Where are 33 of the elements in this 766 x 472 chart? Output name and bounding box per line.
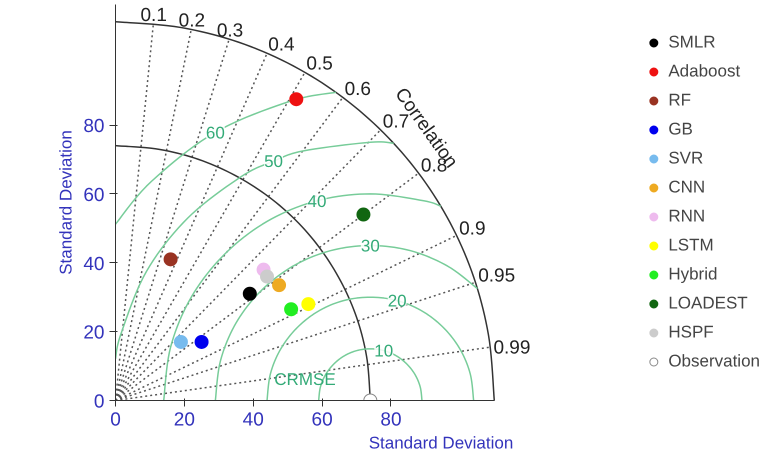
- legend-label: SVR: [668, 148, 704, 170]
- legend-label: LSTM: [668, 234, 714, 256]
- y-axis-title: Standard Deviation: [56, 130, 76, 275]
- legend-label: RF: [668, 90, 691, 112]
- y-tick-label: 0: [94, 392, 105, 412]
- y-tick-label: 40: [83, 254, 105, 275]
- annotation: 0.3: [216, 20, 244, 42]
- legend-label: LOADEST: [668, 292, 748, 314]
- annotation: 0.1: [140, 4, 167, 26]
- legend-label: Adaboost: [668, 60, 740, 82]
- y-tick-label: 80: [83, 116, 105, 138]
- y-tick-label: 60: [83, 184, 105, 206]
- x-tick-label: 40: [242, 410, 264, 430]
- legend-label: CNN: [668, 176, 706, 198]
- annotation: 0.4: [268, 34, 296, 56]
- legend-label: GB: [668, 118, 693, 140]
- x-tick-label: 80: [380, 410, 402, 430]
- annotation: 0.5: [306, 54, 333, 75]
- y-tick-label: 20: [83, 322, 105, 344]
- annotation: 0.99: [493, 338, 530, 359]
- legend-label: SMLR: [668, 32, 716, 54]
- x-tick-label: 0: [110, 410, 121, 430]
- annotation: 0.9: [459, 218, 486, 240]
- legend-label: Observation: [668, 350, 760, 372]
- x-tick-label: 20: [174, 410, 195, 430]
- annotation: 0.2: [178, 10, 206, 32]
- x-tick-label: 60: [312, 410, 333, 430]
- legend-label: Hybrid: [668, 264, 718, 286]
- legend-label: RNN: [668, 206, 706, 228]
- legend-label: HSPF: [668, 322, 714, 344]
- x-axis-title: Standard Deviation: [368, 434, 514, 452]
- annotation: 0.6: [344, 79, 371, 100]
- annotation: 0.95: [478, 265, 516, 286]
